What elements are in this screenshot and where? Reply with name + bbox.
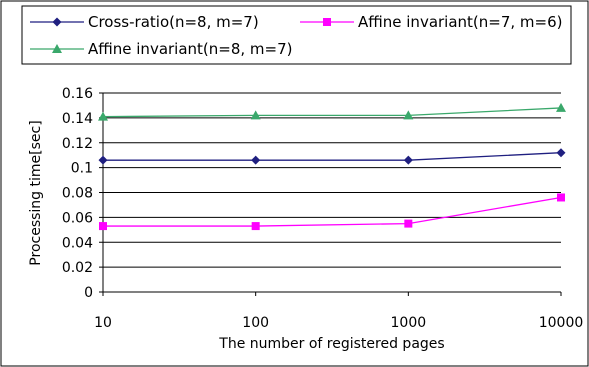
legend-marker-1 [52,17,62,27]
data-point-series-3 [98,111,108,121]
y-tick-label: 0.08 [62,186,93,202]
data-point-series-2 [557,193,565,202]
data-point-series-2 [251,222,260,231]
series-line-1 [103,152,562,161]
y-tick-label: 0.1 [71,161,93,177]
data-point-series-1 [251,155,261,165]
y-tick-label: 0.04 [62,235,93,251]
y-tick-label: 0.14 [62,111,93,127]
legend-marker-3 [52,44,62,53]
series-line-2 [103,196,562,227]
x-tick-label: 100 [242,315,269,331]
data-point-series-2 [99,222,107,231]
y-tick-label: 0.12 [62,136,93,152]
data-point-series-3 [403,110,414,120]
legend-label-3: Affine invariant(n=8, m=7) [88,40,293,58]
legend-label-1: Cross-ratio(n=8, m=7) [88,13,259,31]
y-tick-label: 0.16 [62,86,93,102]
data-point-series-1 [403,155,413,165]
y-axis-title: Processing time[sec] [28,120,44,265]
y-tick-label: 0.06 [62,210,93,226]
legend-label-2: Affine invariant(n=7, m=6) [358,13,563,31]
x-tick-label: 1000 [391,315,427,331]
legend-marker-2 [323,18,331,26]
y-tick-label: 0.02 [62,260,93,276]
legend: Cross-ratio(n=8, m=7) Affine invariant(n=… [21,5,572,65]
data-point-series-1 [556,148,566,158]
x-axis-title: The number of registered pages [218,336,444,352]
x-tick-label: 10000 [539,315,584,331]
data-point-series-2 [404,219,413,228]
plot-area: 0 0.02 0.04 0.06 0.08 0.1 0.12 0.14 0.16 10 100 100… [62,86,583,331]
data-point-series-3 [556,102,566,112]
data-point-series-3 [250,110,261,120]
series-line-3 [102,107,562,118]
x-tick-label: 10 [94,315,112,331]
data-point-series-1 [98,155,108,165]
legend-box [21,5,572,65]
y-tick-label: 0 [84,285,93,301]
